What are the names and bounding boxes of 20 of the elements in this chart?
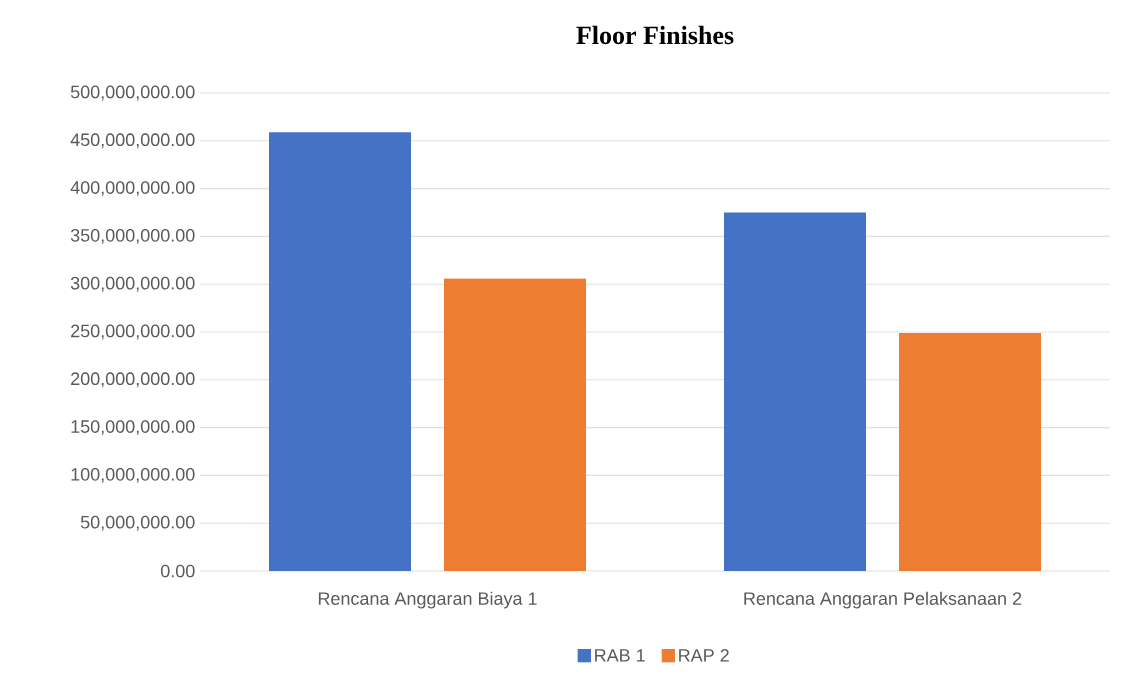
y-tick-label: 300,000,000.00 <box>70 276 195 292</box>
y-tick-label: 350,000,000.00 <box>70 228 195 244</box>
y-tick-label: 500,000,000.00 <box>70 85 195 101</box>
y-tick-label: 150,000,000.00 <box>71 420 195 436</box>
x-tick-label: Rencana Anggaran Pelaksanaan 2 <box>744 591 1022 609</box>
y-tick-label: 100,000,000.00 <box>71 467 195 483</box>
x-tick-label: Rencana Anggaran Biaya 1 <box>318 591 537 609</box>
bar <box>269 132 412 571</box>
legend-label: RAB 1 <box>595 649 645 662</box>
y-tick-label: 200,000,000.00 <box>71 372 195 388</box>
bar <box>444 278 587 571</box>
y-tick-label: 50,000,000.00 <box>80 515 195 531</box>
y-tick-label: 400,000,000.00 <box>70 181 195 197</box>
chart-title: Floor Finishes <box>576 25 734 45</box>
bar <box>899 332 1042 571</box>
bar <box>724 212 867 571</box>
legend-label: RAP 2 <box>679 649 729 662</box>
y-tick-label: 450,000,000.00 <box>70 133 195 149</box>
y-tick-label: 250,000,000.00 <box>71 324 195 340</box>
y-tick-label: 0.00 <box>160 564 195 578</box>
